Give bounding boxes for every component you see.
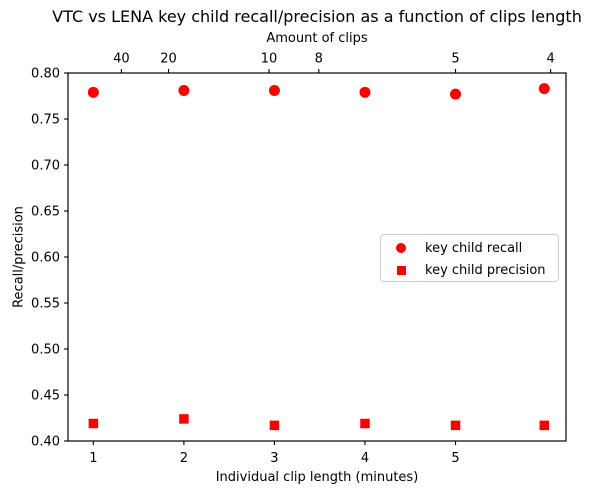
top-tick-label: 8 xyxy=(315,52,323,67)
data-point-key-child-recall-1 xyxy=(178,84,190,96)
top-tick-label: 4 xyxy=(546,52,554,67)
legend-entry-precision: key child precision xyxy=(396,259,546,281)
legend: key child recall key child precision xyxy=(380,234,559,282)
y-tick-label: 0.45 xyxy=(31,389,60,404)
data-point-key-child-precision-4 xyxy=(450,420,461,431)
legend-entry-recall: key child recall xyxy=(396,237,546,259)
y-tick-label: 0.70 xyxy=(31,159,60,174)
x-tick-label: 2 xyxy=(180,451,188,466)
top-tick-label: 10 xyxy=(261,52,278,67)
x-axis-label: Individual clip length (minutes) xyxy=(215,470,419,485)
data-point-key-child-precision-0 xyxy=(88,418,99,429)
legend-label-precision: key child precision xyxy=(425,262,546,278)
y-tick-label: 0.50 xyxy=(31,343,60,358)
top-axis-label: Amount of clips xyxy=(266,31,368,46)
y-tick-label: 0.60 xyxy=(31,251,60,266)
y-tick-label: 0.80 xyxy=(31,67,60,82)
data-point-key-child-precision-1 xyxy=(179,414,189,424)
legend-label-recall: key child recall xyxy=(425,240,523,256)
recall-circle-marker-icon xyxy=(396,243,406,253)
top-tick-label: 20 xyxy=(160,52,177,67)
x-tick-label: 4 xyxy=(361,451,369,466)
top-tick-label: 5 xyxy=(451,52,459,67)
precision-square-marker-icon xyxy=(397,265,406,275)
data-point-key-child-recall-4 xyxy=(450,88,462,100)
data-point-key-child-recall-0 xyxy=(87,86,99,98)
chart-title: VTC vs LENA key child recall/precision a… xyxy=(52,7,582,26)
y-tick-label: 0.40 xyxy=(31,435,60,450)
y-axis-label: Recall/precision xyxy=(11,206,27,308)
data-point-key-child-precision-2 xyxy=(269,420,280,431)
data-point-key-child-precision-3 xyxy=(360,418,370,429)
x-tick-label: 3 xyxy=(270,451,278,466)
data-point-key-child-precision-5 xyxy=(539,420,550,431)
top-tick-label: 40 xyxy=(113,52,130,67)
y-tick-label: 0.55 xyxy=(31,297,60,312)
data-point-key-child-recall-3 xyxy=(359,86,371,98)
x-tick-label: 5 xyxy=(451,451,459,466)
y-tick-label: 0.65 xyxy=(31,205,60,220)
y-tick-label: 0.75 xyxy=(31,113,60,128)
x-tick-label: 1 xyxy=(89,451,97,466)
data-point-key-child-recall-5 xyxy=(538,83,550,95)
data-point-key-child-recall-2 xyxy=(268,84,280,96)
